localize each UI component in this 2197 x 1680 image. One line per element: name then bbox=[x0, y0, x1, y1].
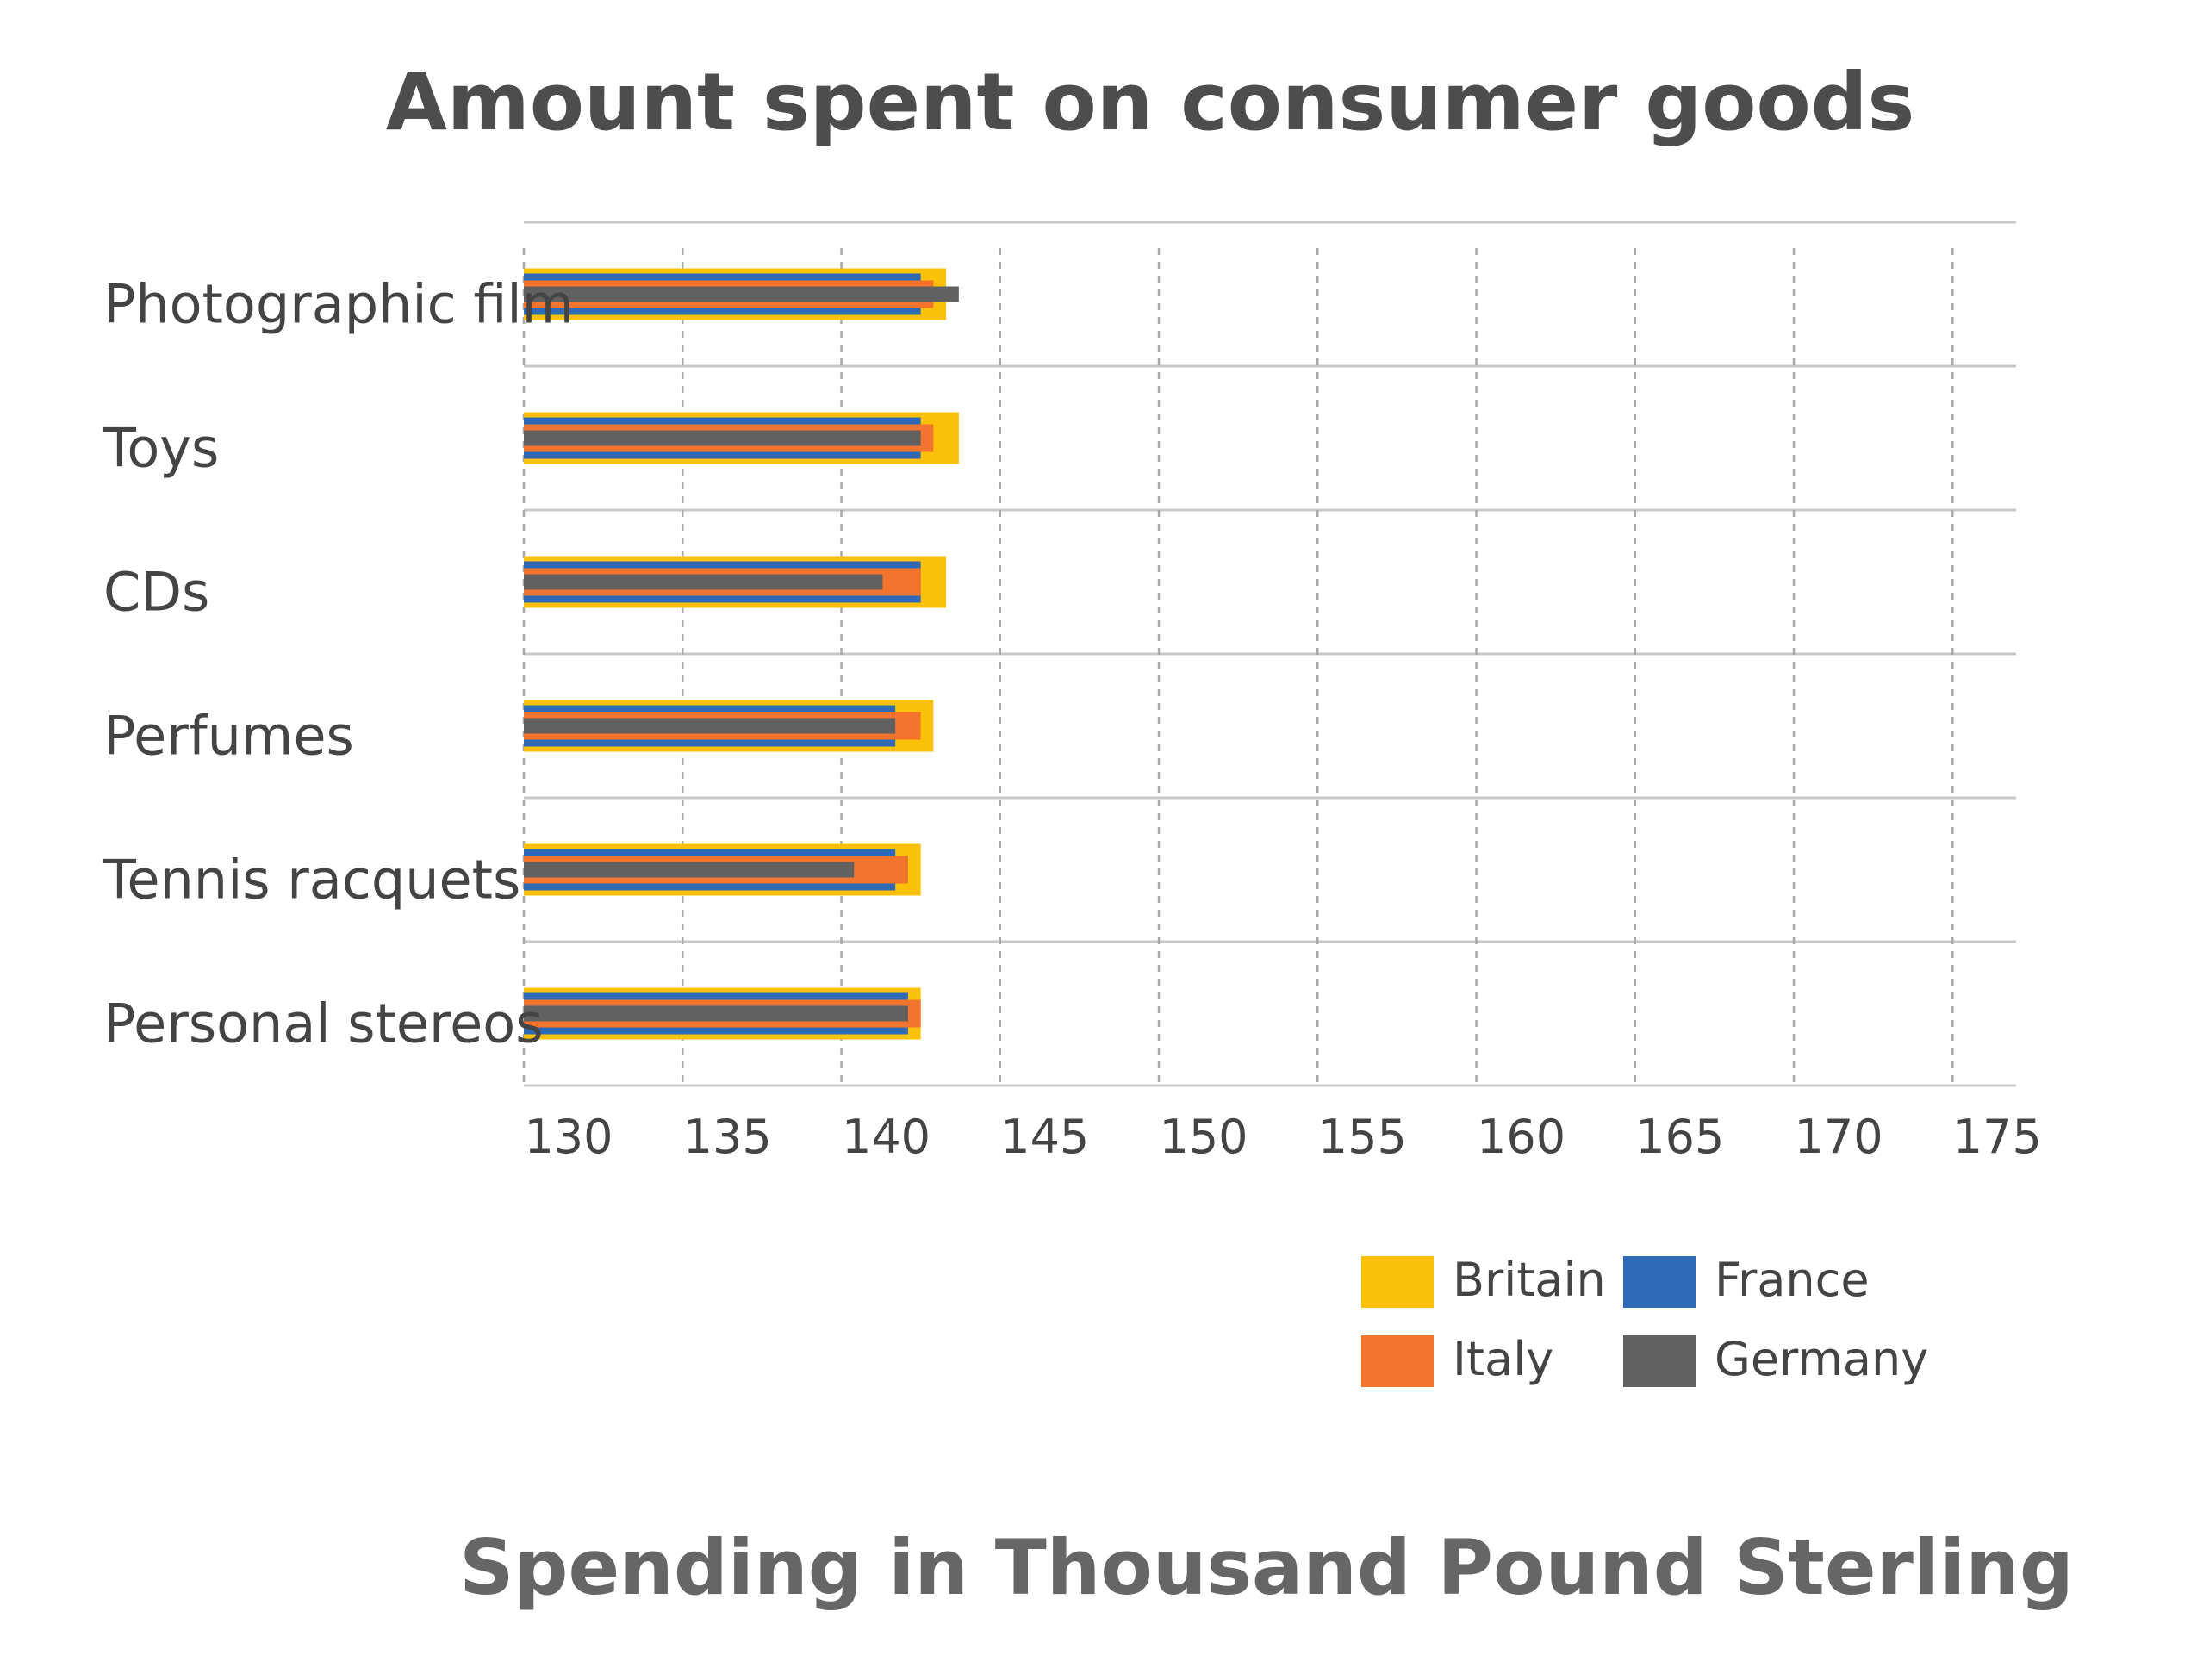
bar-germany bbox=[524, 862, 855, 878]
legend-label-france: France bbox=[1715, 1253, 1870, 1307]
tick-label: 155 bbox=[1318, 1110, 1407, 1164]
category-labels: Photographic film Toys CDs Perfumes Tennis r… bbox=[103, 273, 574, 1055]
tick-label: 170 bbox=[1795, 1110, 1883, 1164]
legend-swatch-britain bbox=[1361, 1256, 1434, 1308]
bar-germany bbox=[524, 574, 883, 590]
legend-label-italy: Italy bbox=[1453, 1332, 1553, 1386]
grid bbox=[522, 221, 2016, 1087]
legend: Britain France Italy Germany bbox=[1361, 1253, 1928, 1387]
tick-labels: 130 135 140 145 150 155 160 165 170 175 bbox=[524, 1110, 2041, 1164]
category-label: Toys bbox=[103, 417, 219, 480]
category-label: Tennis racquets bbox=[103, 849, 520, 912]
category-label: CDs bbox=[103, 561, 209, 624]
bar-germany bbox=[524, 286, 959, 302]
legend-swatch-germany bbox=[1623, 1335, 1696, 1387]
chart-title: Amount spent on consumer goods bbox=[386, 56, 1915, 148]
tick-label: 140 bbox=[842, 1110, 930, 1164]
legend-swatch-france bbox=[1623, 1256, 1696, 1308]
tick-label: 160 bbox=[1477, 1110, 1565, 1164]
category-label: Photographic film bbox=[103, 273, 574, 336]
tick-label: 165 bbox=[1635, 1110, 1724, 1164]
x-axis-label: Spending in Thousand Pound Sterling bbox=[459, 1523, 2074, 1612]
bar-germany bbox=[524, 1005, 908, 1022]
tick-label: 150 bbox=[1159, 1110, 1248, 1164]
tick-label: 130 bbox=[524, 1110, 613, 1164]
legend-swatch-italy bbox=[1361, 1335, 1434, 1387]
legend-label-britain: Britain bbox=[1453, 1253, 1606, 1307]
bar-germany bbox=[524, 430, 921, 446]
tick-label: 175 bbox=[1953, 1110, 2042, 1164]
bars bbox=[524, 268, 959, 1040]
category-label: Personal stereos bbox=[103, 992, 544, 1055]
bar-germany bbox=[524, 718, 896, 734]
category-label: Perfumes bbox=[103, 705, 354, 768]
tick-label: 135 bbox=[683, 1110, 772, 1164]
legend-label-germany: Germany bbox=[1715, 1332, 1928, 1386]
tick-label: 145 bbox=[1000, 1110, 1089, 1164]
